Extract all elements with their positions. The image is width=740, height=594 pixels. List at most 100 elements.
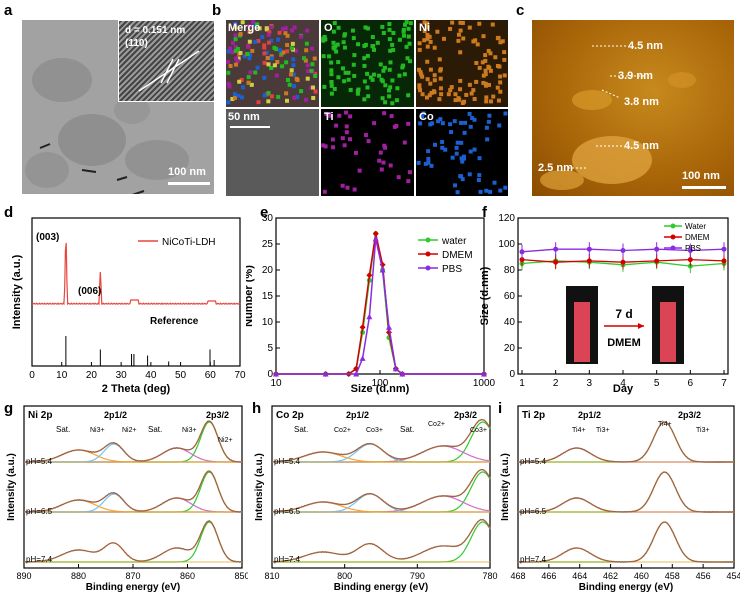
- ti-dot: [324, 111, 329, 116]
- ni-dot: [429, 90, 434, 95]
- merge-dot: [250, 48, 255, 53]
- o-dot: [350, 28, 355, 33]
- merge-dot: [236, 93, 241, 98]
- xps-ti-spectra: [517, 421, 735, 564]
- merge-dot: [266, 90, 271, 95]
- ti-dot: [372, 121, 377, 126]
- stability-legend-marker: [670, 223, 676, 229]
- dls-point: [372, 230, 379, 237]
- xps-co-ph-2: pH=6.5: [274, 507, 301, 516]
- xps-x-tick-label: 460: [634, 571, 649, 581]
- co-dot: [460, 159, 465, 164]
- stability-x-tick-label: 6: [688, 378, 694, 389]
- merge-dot: [277, 30, 282, 35]
- merge-dot: [290, 28, 295, 33]
- merge-dot: [289, 46, 294, 51]
- merge-dot: [246, 44, 251, 49]
- ni-dot: [425, 95, 430, 100]
- o-dot: [390, 101, 395, 106]
- xps-x-tick-label: 870: [125, 571, 140, 581]
- ni-dot: [484, 83, 489, 88]
- o-dot: [342, 32, 347, 37]
- merge-dot: [245, 51, 250, 56]
- stability-legend-label: PBS: [685, 244, 701, 253]
- dls-point: [392, 365, 399, 372]
- map-label-merge: Merge: [228, 22, 261, 34]
- o-dot: [387, 27, 392, 32]
- co-dot: [443, 147, 448, 152]
- stability-y-tick-label: 0: [509, 369, 515, 380]
- xps-component-peak: [272, 493, 490, 513]
- o-dot: [402, 22, 407, 27]
- ni-dot: [490, 22, 495, 27]
- o-dot: [363, 25, 368, 30]
- ti-dot: [394, 123, 399, 128]
- dls-legend: water DMEM PBS: [418, 236, 473, 275]
- xps-x-tick-label: 458: [665, 571, 680, 581]
- xps-co-lbl-1: Sat.: [294, 425, 308, 434]
- co-dot: [468, 149, 473, 154]
- dls-point: [322, 371, 329, 377]
- merge-dot: [233, 25, 238, 30]
- xps-co-chart: 810 800 790 780 Co 2p pH=5.4 pH=6.5 pH=7.4 …: [254, 405, 498, 593]
- merge-dot: [247, 39, 252, 44]
- o-dot: [348, 87, 353, 92]
- stability-x-tick-label: 7: [721, 378, 727, 389]
- merge-dot: [266, 40, 271, 45]
- dls-y-tick-label: 0: [267, 369, 273, 380]
- ni-dot: [442, 36, 447, 41]
- merge-dot: [311, 96, 316, 101]
- merge-dot: [226, 59, 231, 64]
- o-dot: [371, 72, 376, 77]
- o-dot: [406, 26, 411, 31]
- cuvette-day7-liquid: [660, 302, 676, 362]
- merge-dot: [275, 59, 280, 64]
- o-dot: [368, 75, 373, 80]
- merge-dot: [235, 59, 240, 64]
- co-dot: [485, 137, 490, 142]
- map-label-co: Co: [419, 111, 434, 123]
- xps-co-element: Co 2p: [276, 410, 304, 421]
- ni-dot: [450, 20, 455, 25]
- xrd-x-label: 2 Theta (deg): [102, 383, 171, 395]
- ti-dot: [381, 160, 386, 165]
- o-dot: [397, 73, 402, 78]
- merge-dot: [304, 97, 309, 102]
- tem-scale-label: 100 nm: [168, 166, 206, 178]
- xrd-y-label: Intensity (a.u.): [11, 254, 23, 329]
- xps-x-tick-label: 454: [726, 571, 740, 581]
- o-dot: [394, 98, 399, 103]
- afm-image: 4.5 nm 3.9 nm 3.8 nm 4.5 nm 2.5 nm 100 n…: [532, 20, 734, 196]
- o-dot: [390, 42, 395, 47]
- xps-ni-ticks: 890 880 870 860 850: [16, 564, 248, 581]
- stability-x-tick-label: 2: [553, 378, 559, 389]
- merge-dot: [304, 48, 309, 53]
- xps-ni-lbl-1: Sat.: [56, 425, 70, 434]
- merge-dot: [238, 50, 243, 55]
- o-dot: [321, 38, 326, 43]
- tem-scale-bar: [168, 182, 210, 185]
- ti-dot: [322, 189, 327, 194]
- merge-dot: [303, 58, 308, 63]
- ni-dot: [484, 99, 489, 104]
- ni-dot: [438, 67, 443, 72]
- ti-dot: [357, 168, 362, 173]
- o-dot: [378, 62, 383, 67]
- ti-dot: [406, 179, 411, 184]
- xrd-reference-group: [65, 336, 215, 366]
- o-dot: [352, 53, 357, 58]
- afm-scale-label: 100 nm: [682, 170, 720, 182]
- ti-dot: [379, 167, 384, 172]
- xps-co-lbl-4: Co3+: [366, 427, 383, 434]
- xrd-frame: [31, 217, 241, 367]
- xps-ni-ph-2: pH=6.5: [26, 507, 53, 516]
- dls-x-tick-label: 10: [270, 378, 282, 389]
- ni-dot: [502, 57, 507, 62]
- ni-dot: [432, 78, 437, 83]
- xrd-reference-label: Reference: [150, 316, 199, 327]
- o-dot: [404, 44, 409, 49]
- ti-dot: [402, 140, 407, 145]
- o-dot: [375, 40, 380, 45]
- merge-dot: [255, 22, 260, 27]
- co-dot: [454, 151, 459, 156]
